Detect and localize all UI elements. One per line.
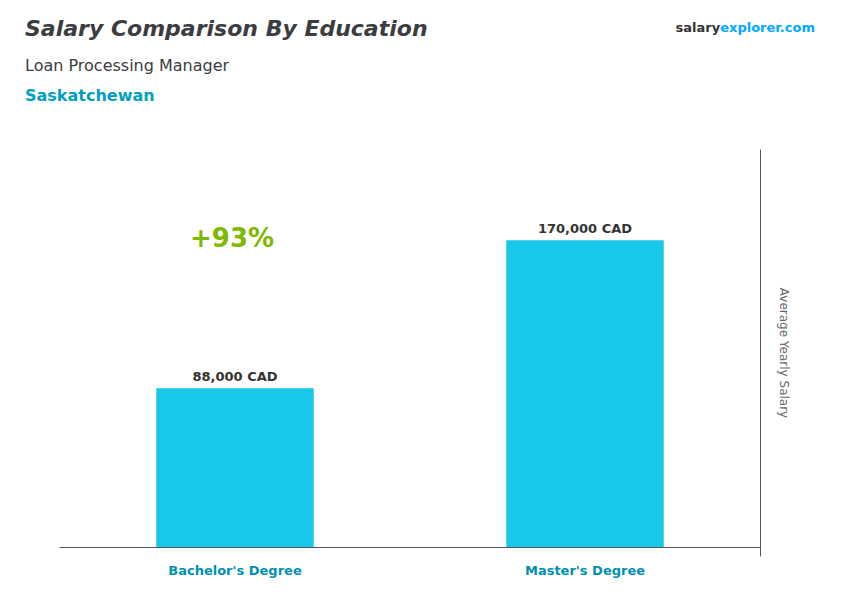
- svg-text:170,000 CAD: 170,000 CAD: [538, 221, 632, 236]
- svg-text:+93%: +93%: [190, 223, 274, 253]
- svg-text:explorer.com: explorer.com: [720, 20, 815, 35]
- svg-text:Loan Processing Manager: Loan Processing Manager: [25, 56, 230, 75]
- svg-text:salary: salary: [676, 20, 721, 35]
- svg-text:Salary Comparison By Education: Salary Comparison By Education: [25, 16, 428, 41]
- svg-text:Saskatchewan: Saskatchewan: [25, 86, 155, 105]
- svg-text:88,000 CAD: 88,000 CAD: [192, 369, 277, 384]
- svg-text:Average Yearly Salary: Average Yearly Salary: [777, 288, 791, 418]
- svg-text:Master's Degree: Master's Degree: [525, 563, 645, 578]
- svg-text:Bachelor's Degree: Bachelor's Degree: [168, 563, 302, 578]
